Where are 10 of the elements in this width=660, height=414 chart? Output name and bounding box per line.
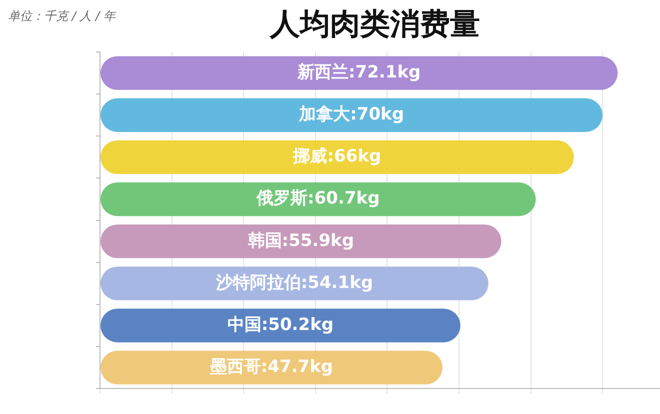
data-label: 加拿大:70kg: [298, 104, 404, 125]
data-label: 新西兰:72.1kg: [296, 62, 421, 82]
data-label: 挪威:66kg: [292, 146, 382, 167]
data-label: 沙特阿拉伯:54.1kg: [214, 272, 374, 293]
data-label: 韩国:55.9kg: [246, 230, 354, 251]
data-label: 中国:50.2kg: [227, 314, 334, 335]
data-label: 俄罗斯:60.7kg: [256, 188, 380, 209]
data-label: 墨西哥:47.7kg: [208, 356, 334, 377]
chart-subtitle: 单位：千克 / 人 / 年: [8, 8, 116, 25]
chart-title: 人均肉类消费量: [269, 6, 480, 42]
